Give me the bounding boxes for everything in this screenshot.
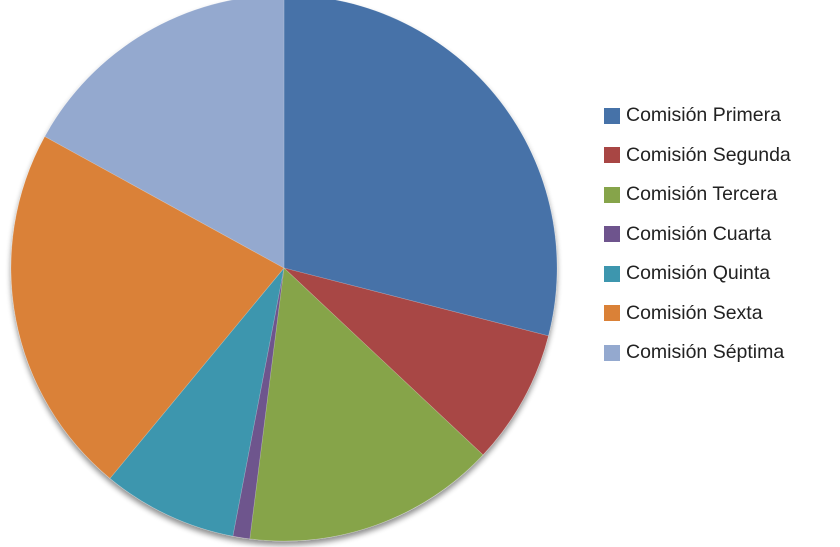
- legend-swatch: [604, 186, 620, 203]
- legend-item-comision-tercera: Comisión Tercera: [604, 175, 791, 215]
- legend-swatch: [604, 344, 620, 361]
- pie-slice-6: [10, 136, 285, 479]
- pie-slice-7: [44, 0, 285, 269]
- legend-label: Comisión Sexta: [626, 301, 763, 324]
- legend-label: Comisión Primera: [626, 104, 781, 127]
- pie-slice-1: [283, 0, 558, 337]
- legend-swatch: [604, 147, 620, 164]
- pie-slice-2: [283, 267, 549, 456]
- legend-item-comision-cuarta: Comisión Cuarta: [604, 215, 791, 255]
- legend-item-comision-primera: Comisión Primera: [604, 96, 791, 136]
- pie-slices: [10, 0, 558, 542]
- legend-swatch: [604, 107, 620, 124]
- legend-label: Comisión Segunda: [626, 143, 791, 166]
- legend-swatch: [604, 305, 620, 322]
- legend-label: Comisión Séptima: [626, 341, 785, 364]
- legend-swatch: [604, 226, 620, 243]
- legend-item-comision-septima: Comisión Séptima: [604, 333, 791, 373]
- legend: Comisión Primera Comisión Segunda Comisi…: [604, 96, 791, 373]
- pie-slice-5: [109, 267, 285, 537]
- legend-item-comision-sexta: Comisión Sexta: [604, 294, 791, 334]
- legend-swatch: [604, 265, 620, 282]
- legend-label: Comisión Tercera: [626, 183, 778, 206]
- pie-slice-3: [249, 267, 484, 542]
- legend-label: Comisión Quinta: [626, 262, 771, 285]
- legend-label: Comisión Cuarta: [626, 222, 772, 245]
- legend-item-comision-quinta: Comisión Quinta: [604, 254, 791, 294]
- legend-item-comision-segunda: Comisión Segunda: [604, 136, 791, 176]
